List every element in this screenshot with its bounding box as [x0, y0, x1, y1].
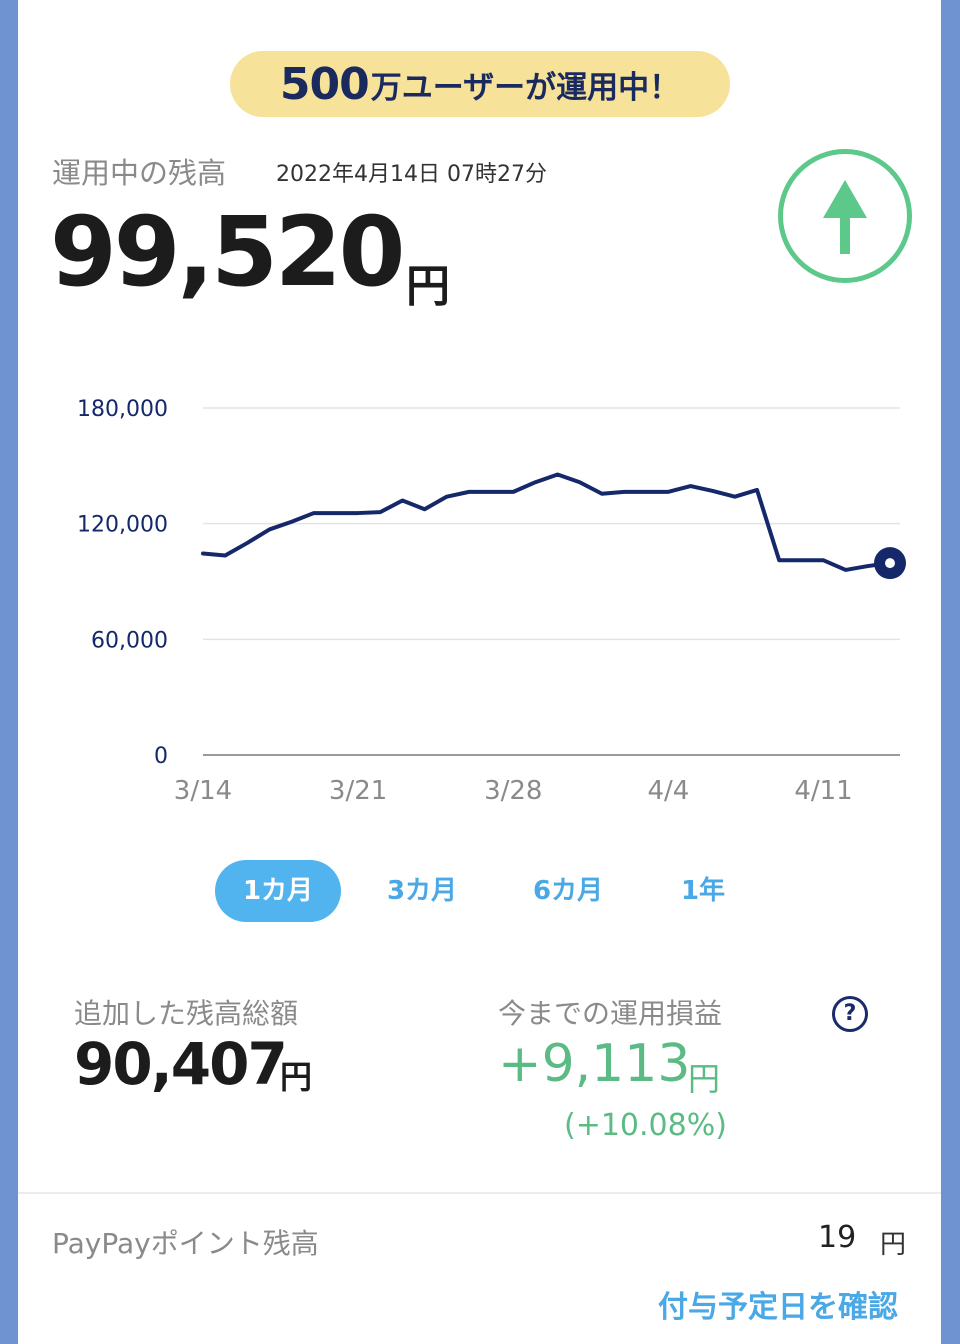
banner-count: 500 — [279, 58, 370, 110]
profit-label: 今までの運用損益 — [498, 997, 723, 1030]
tab-6-months[interactable]: 6カ月 — [532, 876, 604, 906]
balance-line-chart: 180,000 120,000 60,000 03/14 3/21 3/28 4/4 4/11 — [77, 397, 906, 806]
tab-1-year[interactable]: 1年 — [680, 876, 726, 906]
balance-label: 運用中の残高 — [52, 156, 227, 190]
y-tick-label: 60,000 — [91, 628, 168, 653]
y-tick-label: 0 — [154, 744, 168, 769]
x-tick-label: 4/11 — [794, 776, 852, 806]
user-count-banner: 500 万ユーザーが運用中！ — [230, 51, 730, 117]
arrow-up-icon — [778, 149, 912, 283]
x-tick-label: 3/14 — [174, 776, 232, 806]
balance-unit: 円 — [406, 261, 450, 312]
added-total-label: 追加した残高総額 — [74, 997, 299, 1030]
paypay-points-value: 19 — [818, 1220, 857, 1255]
paypay-points-unit: 円 — [880, 1230, 907, 1260]
profit-percent: (+10.08%) — [564, 1108, 727, 1143]
added-total-value: 90,407 — [74, 1030, 288, 1098]
current-point-center — [885, 558, 895, 569]
question-icon[interactable]: ? — [832, 996, 868, 1032]
y-tick-label: 120,000 — [77, 513, 168, 538]
x-tick-label: 3/21 — [329, 776, 387, 806]
tab-1-month[interactable]: 1カ月 — [215, 860, 341, 922]
period-tabs: 1カ月 3カ月 6カ月 1年 — [215, 860, 775, 922]
balance-value: 99,520 — [50, 196, 405, 308]
series-line — [201, 472, 892, 572]
tab-3-months[interactable]: 3カ月 — [386, 876, 458, 906]
paypay-points-label: PayPayポイント残高 — [52, 1227, 319, 1260]
x-tick-label: 3/28 — [484, 776, 542, 806]
confirm-grant-date-link[interactable]: 付与予定日を確認 — [658, 1290, 898, 1325]
profit-value: +9,113 — [498, 1034, 691, 1094]
x-tick-label: 4/4 — [647, 776, 689, 806]
y-tick-label: 180,000 — [77, 397, 168, 422]
divider — [18, 1192, 941, 1194]
banner-text: 万ユーザーが運用中！ — [370, 69, 681, 106]
added-total-unit: 円 — [280, 1058, 313, 1096]
investment-card: 500 万ユーザーが運用中！ 運用中の残高 2022年4月14日 07時27分 9… — [18, 0, 941, 1344]
profit-unit: 円 — [688, 1060, 721, 1098]
balance-timestamp: 2022年4月14日 07時27分 — [276, 162, 547, 187]
